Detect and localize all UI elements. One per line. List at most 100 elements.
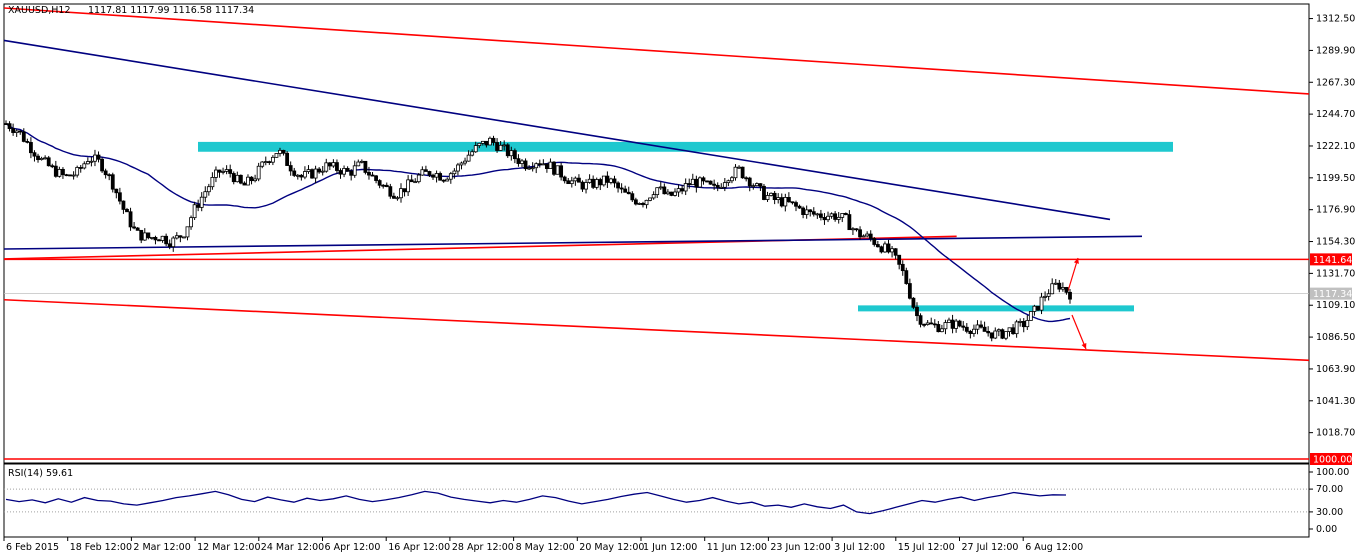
candle-body [1018,321,1023,323]
candle-body [335,162,339,171]
candle-body [473,145,478,153]
time-tick-label: 3 Jul 12:00 [834,542,885,553]
candle-body [242,182,247,186]
current-price-tag-bg [1310,287,1352,300]
candle-body [263,161,268,163]
candle-body [964,326,969,332]
candle-body [1014,321,1019,335]
candle-body [719,186,724,189]
candle-body [1039,296,1044,311]
time-tick-label: 20 May 12:00 [579,542,644,553]
candle-body [1021,321,1026,328]
candle-body [445,178,450,182]
candle-body [164,235,169,245]
candle-body [858,229,862,238]
candle-body [356,161,361,167]
candle-body [7,123,12,129]
candle-body [872,238,877,245]
candle-body [1011,327,1015,335]
up-arrow-head [1073,258,1079,264]
time-tick-label: 12 Mar 12:00 [197,542,260,553]
candle-body [633,199,638,205]
candle-body [217,169,222,173]
candle-body [730,177,734,182]
candle-body [722,182,727,188]
candle-body [794,202,798,207]
candle-body [477,142,482,147]
time-tick-label: 1 Jun 12:00 [643,542,697,553]
candle-body [206,186,211,193]
candle-body [925,322,930,325]
candle-body [78,167,83,169]
candle-body [851,228,855,231]
resistance-price-tag-bg [1310,253,1352,266]
candle-body [416,174,421,183]
candle-body [658,186,663,189]
candle-body [648,197,652,201]
candle-body [68,174,72,177]
candle-body [470,151,475,156]
candle-body [50,165,55,168]
candle-body [833,213,838,220]
candle-body [577,177,581,183]
candle-body [182,236,186,239]
candle-body [950,319,955,329]
candle-body [75,167,80,176]
candle-body [609,178,613,183]
candle-body [747,177,752,187]
candle-body [804,209,809,215]
candle-body [1004,331,1008,339]
candle-body [288,165,293,172]
time-tick-label: 6 Feb 2015 [6,542,59,553]
candle-body [285,152,290,166]
candle-body [303,171,307,178]
time-tick-label: 27 Jul 12:00 [962,542,1019,553]
candle-body [854,228,859,231]
candle-body [523,160,528,170]
candle-body [406,179,411,193]
candle-body [790,201,795,204]
candle-body [555,165,560,175]
candle-body [708,180,713,185]
zones-layer [198,141,1173,312]
candle-body [381,184,386,187]
candle-body [1000,329,1005,339]
candle-body [238,174,243,184]
candle-body [160,235,165,241]
candle-body [939,328,944,333]
candle-body [185,226,190,238]
candle-body [274,153,279,158]
rsi-layer [5,490,1067,515]
candle-body [342,168,346,175]
candle-body [630,193,635,201]
candle-body [249,176,254,182]
candle-body [900,263,905,272]
candle-body [544,163,549,169]
candle-body [292,170,297,176]
candle-body [57,168,62,177]
candle-body [886,243,891,253]
candle-body [420,169,425,176]
candle-body [71,174,76,177]
candle-body [89,160,94,163]
candle-body [424,169,428,172]
candle-body [936,324,941,333]
candle-body [1053,282,1058,285]
candle-body [644,199,649,206]
candle-body [690,178,695,185]
candle-body [178,235,183,238]
time-tick-label: 18 Feb 12:00 [70,542,132,553]
candle-body [979,324,983,328]
candle-body [61,168,65,176]
price-tick-label: 1222.10 [1316,141,1355,152]
price-tick-label: 1154.30 [1316,237,1355,248]
rsi-header: RSI(14) 59.61 [8,468,73,479]
candle-body [1036,305,1040,311]
candle-body [826,215,830,221]
time-tick-label: 28 Apr 12:00 [452,542,514,553]
candle-body [552,161,556,175]
candle-body [737,166,741,169]
candle-body [199,196,204,208]
candle-body [918,315,923,325]
